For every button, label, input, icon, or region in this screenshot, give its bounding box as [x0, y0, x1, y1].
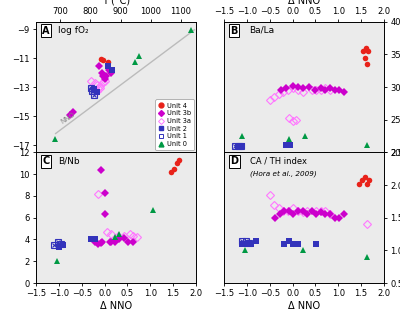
X-axis label: Δ NNO: Δ NNO — [100, 301, 132, 311]
Text: D: D — [230, 156, 238, 166]
Text: NNO: NNO — [60, 111, 76, 124]
Legend: Unit 4, Unit 3b, Unit 3a, Unit 2, Unit 1, Unit 0: Unit 4, Unit 3b, Unit 3a, Unit 2, Unit 1… — [155, 100, 194, 151]
Text: log fO₂: log fO₂ — [58, 26, 89, 35]
Text: (Hora et al., 2009): (Hora et al., 2009) — [250, 171, 316, 177]
X-axis label: Δ NNO: Δ NNO — [288, 301, 320, 311]
X-axis label: Δ NNO: Δ NNO — [288, 0, 320, 6]
Text: B: B — [230, 26, 238, 36]
Text: CA / TH index: CA / TH index — [250, 156, 307, 165]
Text: Ba/La: Ba/La — [250, 26, 275, 35]
Text: A: A — [42, 26, 50, 36]
Text: C: C — [42, 156, 50, 166]
X-axis label: T (°C): T (°C) — [102, 0, 130, 6]
Text: B/Nb: B/Nb — [58, 156, 80, 165]
